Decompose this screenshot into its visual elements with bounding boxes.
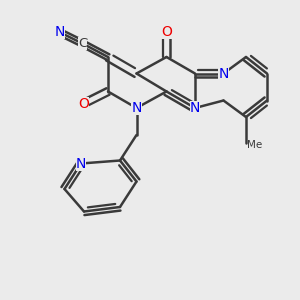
Text: N: N [76,157,86,170]
Text: O: O [79,97,89,110]
Text: N: N [218,67,229,80]
Text: O: O [161,25,172,38]
Text: N: N [190,101,200,115]
Text: N: N [55,26,65,39]
Text: N: N [131,101,142,115]
Text: Me: Me [248,140,263,151]
Text: C: C [78,37,87,50]
